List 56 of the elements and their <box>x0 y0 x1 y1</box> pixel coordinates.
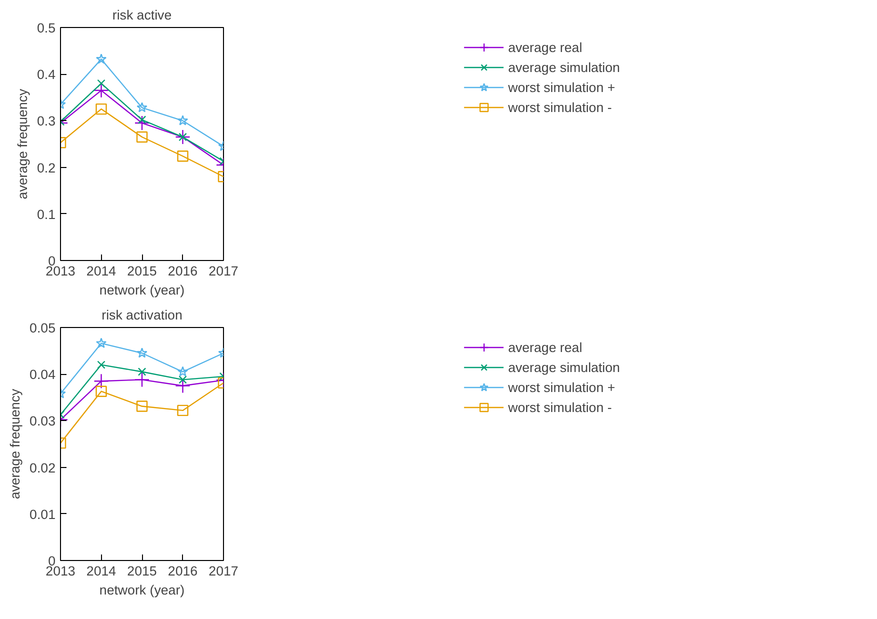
x-tick-label: 2016 <box>168 564 198 578</box>
point <box>175 378 190 394</box>
chart-title: risk activation <box>102 308 182 322</box>
point <box>177 115 188 126</box>
x-tick-label: 2015 <box>127 564 157 578</box>
point <box>177 404 188 416</box>
x-axis-title: network (year) <box>99 582 185 598</box>
legend-label: worst simulation - <box>508 100 612 114</box>
x-axis-title: network (year) <box>99 282 185 298</box>
point <box>178 376 187 384</box>
point <box>136 348 148 358</box>
legend-label: average real <box>508 340 582 354</box>
y-tick-label: 0.02 <box>30 460 56 476</box>
y-tick-label: 0.04 <box>30 367 56 382</box>
y-tick-label: 0.03 <box>30 414 56 429</box>
y-tick-label: 0.3 <box>36 114 56 129</box>
point <box>97 360 106 369</box>
point <box>96 386 107 397</box>
x-tick-label: 2015 <box>127 264 157 278</box>
y-tick-label: 0.1 <box>36 206 56 222</box>
y-tick-label: 0.5 <box>36 20 56 36</box>
point <box>94 373 109 389</box>
y-axis-title: average frequency <box>8 388 23 500</box>
point <box>96 103 107 115</box>
legend-label: worst simulation + <box>508 80 616 94</box>
point <box>178 132 187 142</box>
point <box>136 400 148 412</box>
legend-label: worst simulation - <box>508 400 612 414</box>
x-tick-label: 2016 <box>168 264 198 278</box>
point <box>96 338 107 348</box>
point <box>134 115 150 131</box>
point <box>94 82 109 98</box>
point <box>177 366 188 376</box>
point <box>134 372 150 388</box>
point <box>177 150 188 162</box>
y-tick-label: 0.05 <box>30 320 56 336</box>
legend-label: worst simulation + <box>508 380 616 394</box>
y-tick-label: 0.01 <box>30 506 56 522</box>
y-tick-label: 0.2 <box>36 160 56 176</box>
point <box>96 54 107 64</box>
point <box>136 131 148 143</box>
point <box>138 368 146 376</box>
y-axis-title: average frequency <box>14 88 30 200</box>
x-tick-label: 2017 <box>208 564 238 578</box>
point <box>97 79 106 88</box>
point <box>136 102 148 112</box>
y-tick-label: 0.4 <box>36 67 56 82</box>
point <box>138 116 146 124</box>
point <box>175 129 190 145</box>
legend-label: average real <box>508 40 582 54</box>
x-tick-label: 2014 <box>86 264 117 278</box>
x-tick-label: 2017 <box>208 264 238 278</box>
x-tick-label: 2014 <box>86 564 117 578</box>
chart-title: risk active <box>112 8 172 22</box>
legend-label: average simulation <box>508 60 620 74</box>
legend-label: average simulation <box>508 360 620 374</box>
